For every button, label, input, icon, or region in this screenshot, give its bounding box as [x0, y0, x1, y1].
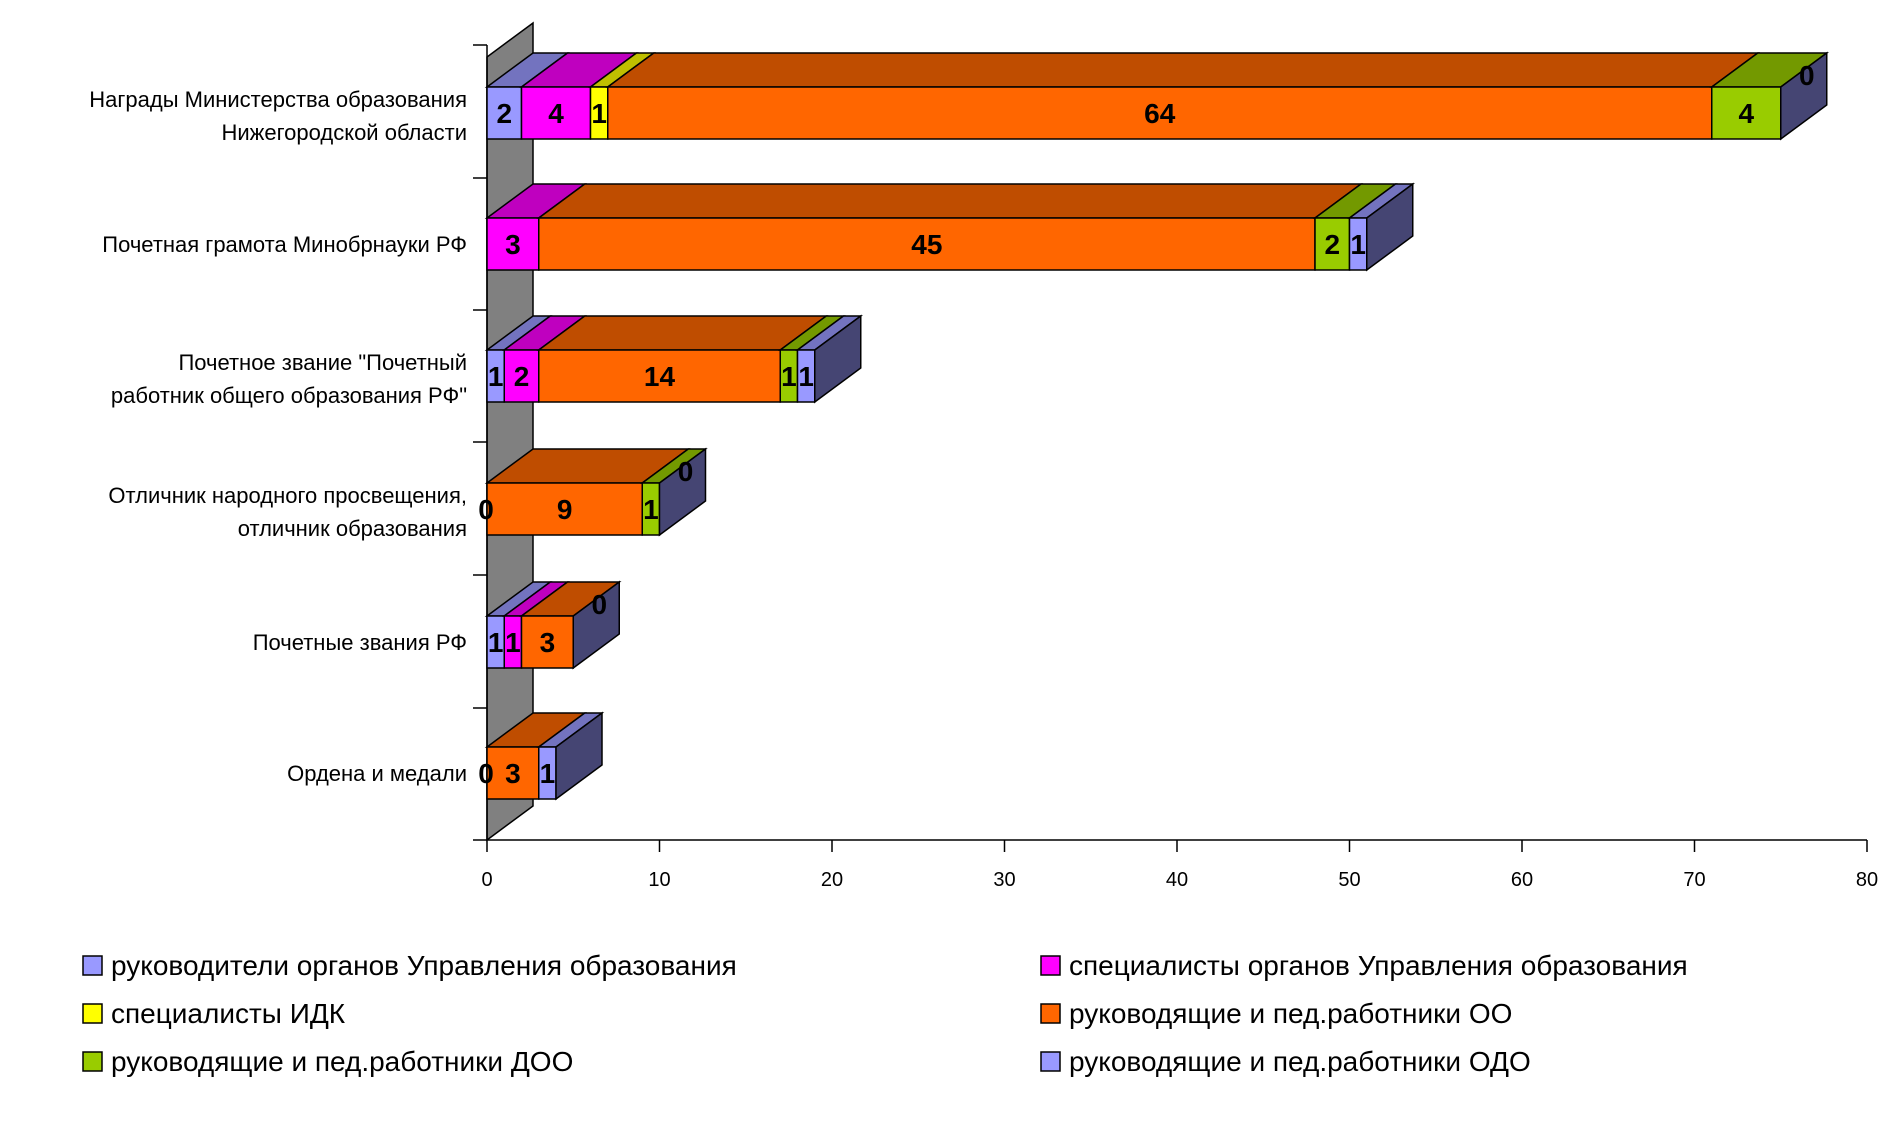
data-label: 2 — [514, 361, 530, 392]
data-label: 45 — [911, 229, 942, 260]
data-label: 3 — [505, 758, 521, 789]
legend-entry: специалисты ИДК — [111, 998, 346, 1029]
category-label: отличник образования — [238, 516, 467, 541]
bar-segment — [1711, 86, 1782, 140]
data-label: 1 — [505, 627, 521, 658]
legend-swatch — [82, 1003, 103, 1024]
data-label: 1 — [643, 494, 659, 525]
value-tick-label: 10 — [648, 869, 670, 891]
legend-swatch — [1040, 1003, 1061, 1024]
bar-segment — [538, 217, 1316, 271]
data-label: 14 — [644, 361, 676, 392]
data-label: 1 — [591, 98, 607, 129]
bar-side — [572, 580, 620, 670]
data-label: 64 — [1144, 98, 1176, 129]
category-label: Почетная грамота Минобрнауки РФ — [102, 232, 467, 257]
legend-swatch — [1040, 955, 1061, 976]
data-label: 3 — [540, 627, 556, 658]
legend-swatch — [1040, 1051, 1061, 1072]
bar-segment-top — [605, 52, 1761, 88]
category-label: Почетные звания РФ — [253, 630, 467, 655]
data-label: 1 — [798, 361, 814, 392]
data-label: 2 — [496, 98, 512, 129]
category-label: Ордена и медали — [287, 761, 467, 786]
legend-entry: руководители органов Управления образова… — [111, 950, 737, 981]
data-label: 0 — [478, 494, 494, 525]
legend-entry: руководящие и пед.работники ОДО — [1069, 1046, 1531, 1077]
data-label: 1 — [1350, 229, 1366, 260]
legend-swatch — [82, 1051, 103, 1072]
bar-segment — [607, 86, 1713, 140]
legend-entry: специалисты органов Управления образован… — [1069, 950, 1688, 981]
value-tick-label: 20 — [821, 869, 843, 891]
value-tick-label: 0 — [481, 869, 492, 891]
data-label: 0 — [478, 758, 494, 789]
bar-side — [814, 314, 862, 404]
data-label: 1 — [781, 361, 797, 392]
data-label: 1 — [540, 758, 556, 789]
bar-segment — [1314, 217, 1351, 271]
bar-side — [1780, 51, 1828, 141]
legend-entry: руководящие и пед.работники ОО — [1069, 998, 1512, 1029]
value-tick-label: 30 — [993, 869, 1015, 891]
bar-segment-top — [536, 315, 829, 351]
value-tick-label: 50 — [1338, 869, 1360, 891]
bar-segment-top — [536, 183, 1364, 219]
bar-segment — [486, 217, 540, 271]
bar-segment — [520, 615, 574, 669]
data-label: 0 — [591, 589, 607, 620]
data-label: 3 — [505, 229, 521, 260]
value-tick-label: 70 — [1683, 869, 1705, 891]
data-label: 1 — [488, 627, 504, 658]
value-tick-label: 40 — [1166, 869, 1188, 891]
bar-segment — [538, 349, 781, 403]
data-label: 1 — [488, 361, 504, 392]
data-label: 9 — [557, 494, 573, 525]
legend-swatch — [82, 955, 103, 976]
bar-side — [658, 447, 707, 537]
data-label: 0 — [1799, 60, 1815, 91]
category-label: работник общего образования РФ" — [111, 383, 467, 408]
bar-segment — [503, 349, 540, 403]
data-label: 2 — [1324, 229, 1340, 260]
category-label: Награды Министерства образования — [89, 87, 467, 112]
data-label: 4 — [548, 98, 564, 129]
category-label: Нижегородской области — [221, 120, 467, 145]
bar-side — [1366, 182, 1414, 272]
category-label: Почетное звание "Почетный — [178, 350, 467, 375]
data-label: 0 — [678, 456, 694, 487]
value-tick-label: 60 — [1511, 869, 1533, 891]
category-label: Отличник народного просвещения, — [108, 483, 467, 508]
bar-side — [555, 711, 603, 801]
legend-entry: руководящие и пед.работники ДОО — [111, 1046, 573, 1077]
value-tick-label: 80 — [1856, 869, 1878, 891]
data-label: 4 — [1738, 98, 1754, 129]
